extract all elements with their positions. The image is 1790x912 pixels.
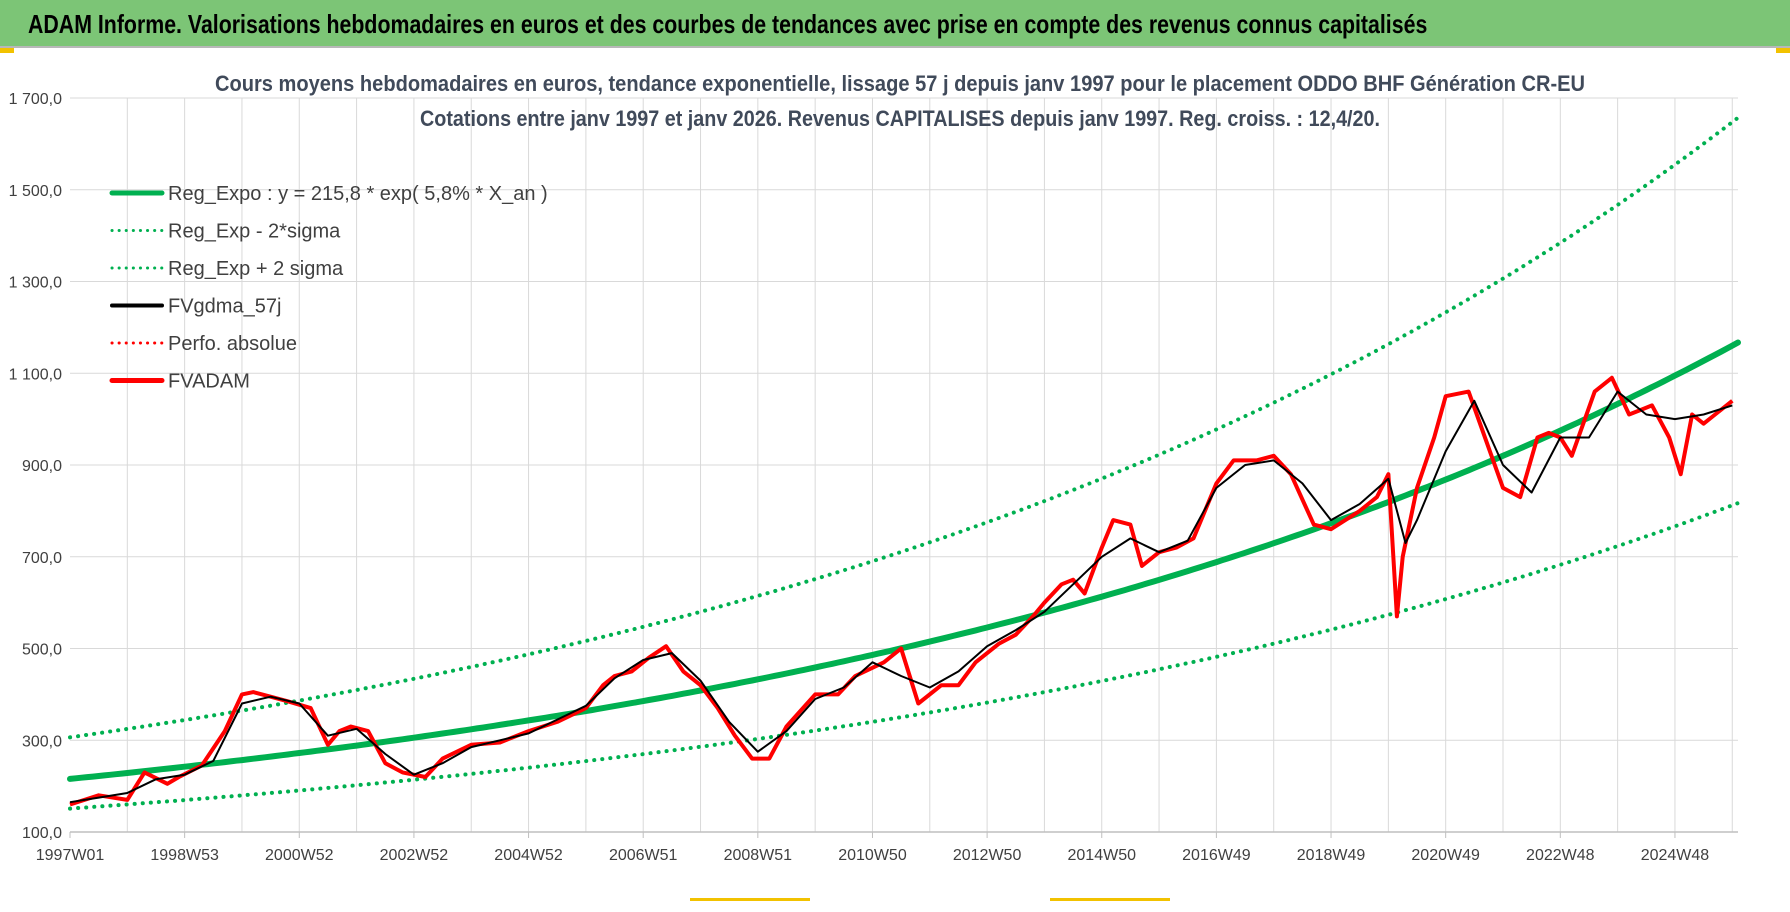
bottom-marker-1 bbox=[690, 898, 810, 901]
legend-item: Reg_Exp - 2*sigma bbox=[110, 221, 341, 243]
report-title: ADAM Informe. Valorisations hebdomadaire… bbox=[28, 9, 1428, 39]
x-tick-label: 2000W52 bbox=[265, 847, 334, 864]
regression-line bbox=[67, 339, 1741, 782]
y-tick-label: 1 700,0 bbox=[9, 91, 62, 108]
x-tick-label: 2018W49 bbox=[1297, 847, 1366, 864]
y-tick-label: 1 300,0 bbox=[9, 275, 62, 292]
lower-band-line bbox=[68, 501, 1740, 811]
bottom-marker-2 bbox=[1050, 898, 1170, 901]
x-tick-label: 2006W51 bbox=[609, 847, 678, 864]
legend-label: Perfo. absolue bbox=[168, 333, 297, 355]
fvadam-line bbox=[69, 375, 1734, 807]
line-chart: 100,0 300,0 500,0 700,0 900,0 1 100,0 1 300,0 1… bbox=[9, 71, 1741, 864]
y-tick-label: 1 500,0 bbox=[9, 183, 62, 200]
fvgdma-line bbox=[69, 390, 1733, 804]
legend-label: Reg_Exp - 2*sigma bbox=[168, 221, 341, 243]
legend-label: FVgdma_57j bbox=[168, 296, 281, 318]
x-tick-label: 2012W50 bbox=[953, 847, 1022, 864]
report-banner: ADAM Informe. Valorisations hebdomadaire… bbox=[0, 0, 1790, 48]
x-tick-label: 2014W50 bbox=[1068, 847, 1137, 864]
corner-marker-left bbox=[0, 48, 14, 53]
series-group bbox=[67, 115, 1741, 811]
x-tick-label: 2024W48 bbox=[1641, 847, 1710, 864]
legend-item: FVADAM bbox=[109, 371, 250, 393]
y-tick-label: 900,0 bbox=[22, 458, 62, 475]
legend-item: Perfo. absolue bbox=[110, 333, 297, 355]
legend-label: FVADAM bbox=[168, 371, 250, 393]
x-tick-label: 2004W52 bbox=[494, 847, 563, 864]
legend-item: Reg_Exp + 2 sigma bbox=[110, 258, 344, 280]
chart-area: 100,0 300,0 500,0 700,0 900,0 1 100,0 1 300,0 1… bbox=[0, 48, 1790, 912]
axes: 100,0 300,0 500,0 700,0 900,0 1 100,0 1 300,0 1… bbox=[9, 91, 1738, 864]
y-tick-label: 1 100,0 bbox=[9, 366, 62, 383]
legend: Reg_Expo : y = 215,8 * exp( 5,8% * X_an … bbox=[109, 183, 548, 393]
legend-label: Reg_Expo : y = 215,8 * exp( 5,8% * X_an … bbox=[168, 183, 548, 205]
x-tick-label: 1998W53 bbox=[150, 847, 219, 864]
y-tick-label: 100,0 bbox=[22, 825, 62, 842]
x-tick-label: 2020W49 bbox=[1411, 847, 1480, 864]
y-tick-label: 300,0 bbox=[22, 733, 62, 750]
x-tick-label: 2010W50 bbox=[838, 847, 907, 864]
grid bbox=[70, 97, 1738, 833]
upper-band-line bbox=[68, 115, 1740, 740]
x-tick-label: 2008W51 bbox=[724, 847, 793, 864]
corner-marker-right bbox=[1776, 48, 1790, 53]
chart-subtitle: Cotations entre janv 1997 et janv 2026. … bbox=[420, 106, 1380, 131]
chart-title: Cours moyens hebdomadaires en euros, ten… bbox=[215, 71, 1585, 96]
legend-label: Reg_Exp + 2 sigma bbox=[168, 258, 344, 280]
y-tick-label: 700,0 bbox=[22, 550, 62, 567]
legend-item: Reg_Expo : y = 215,8 * exp( 5,8% * X_an … bbox=[109, 183, 548, 205]
y-tick-label: 500,0 bbox=[22, 642, 62, 659]
x-tick-label: 2016W49 bbox=[1182, 847, 1251, 864]
x-tick-label: 2002W52 bbox=[380, 847, 449, 864]
x-tick-label: 1997W01 bbox=[36, 847, 105, 864]
x-tick-label: 2022W48 bbox=[1526, 847, 1595, 864]
legend-item: FVgdma_57j bbox=[110, 296, 281, 318]
